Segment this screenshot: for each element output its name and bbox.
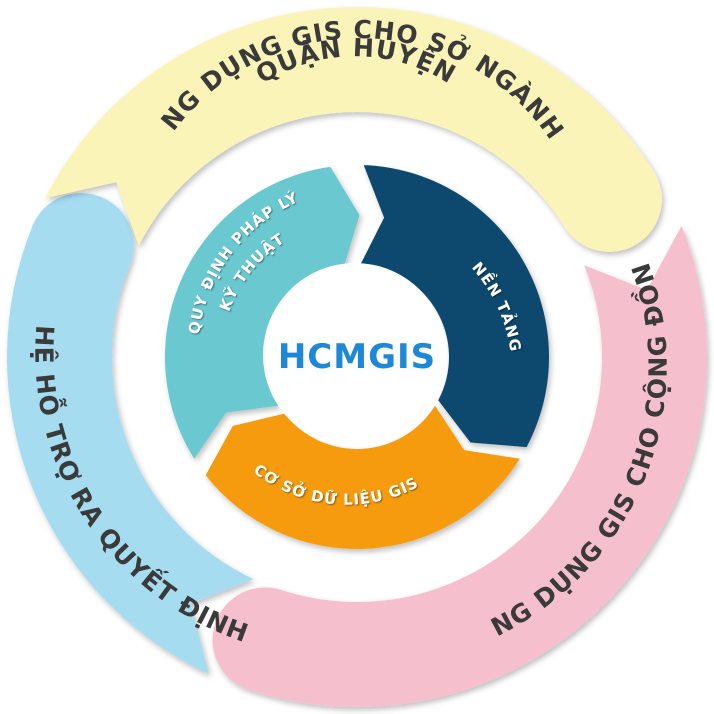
outer-segment-right bbox=[212, 225, 707, 707]
inner-segment-platform bbox=[360, 165, 549, 448]
outer-segment-left bbox=[6, 193, 254, 675]
inner-segment-database bbox=[205, 405, 520, 550]
inner-segment-legal bbox=[165, 166, 360, 459]
outer-ring bbox=[6, 6, 707, 707]
center-title: HCMGIS bbox=[278, 337, 436, 377]
inner-ring bbox=[165, 165, 549, 550]
center-circle bbox=[263, 263, 447, 447]
outer-segment-top bbox=[45, 6, 662, 252]
